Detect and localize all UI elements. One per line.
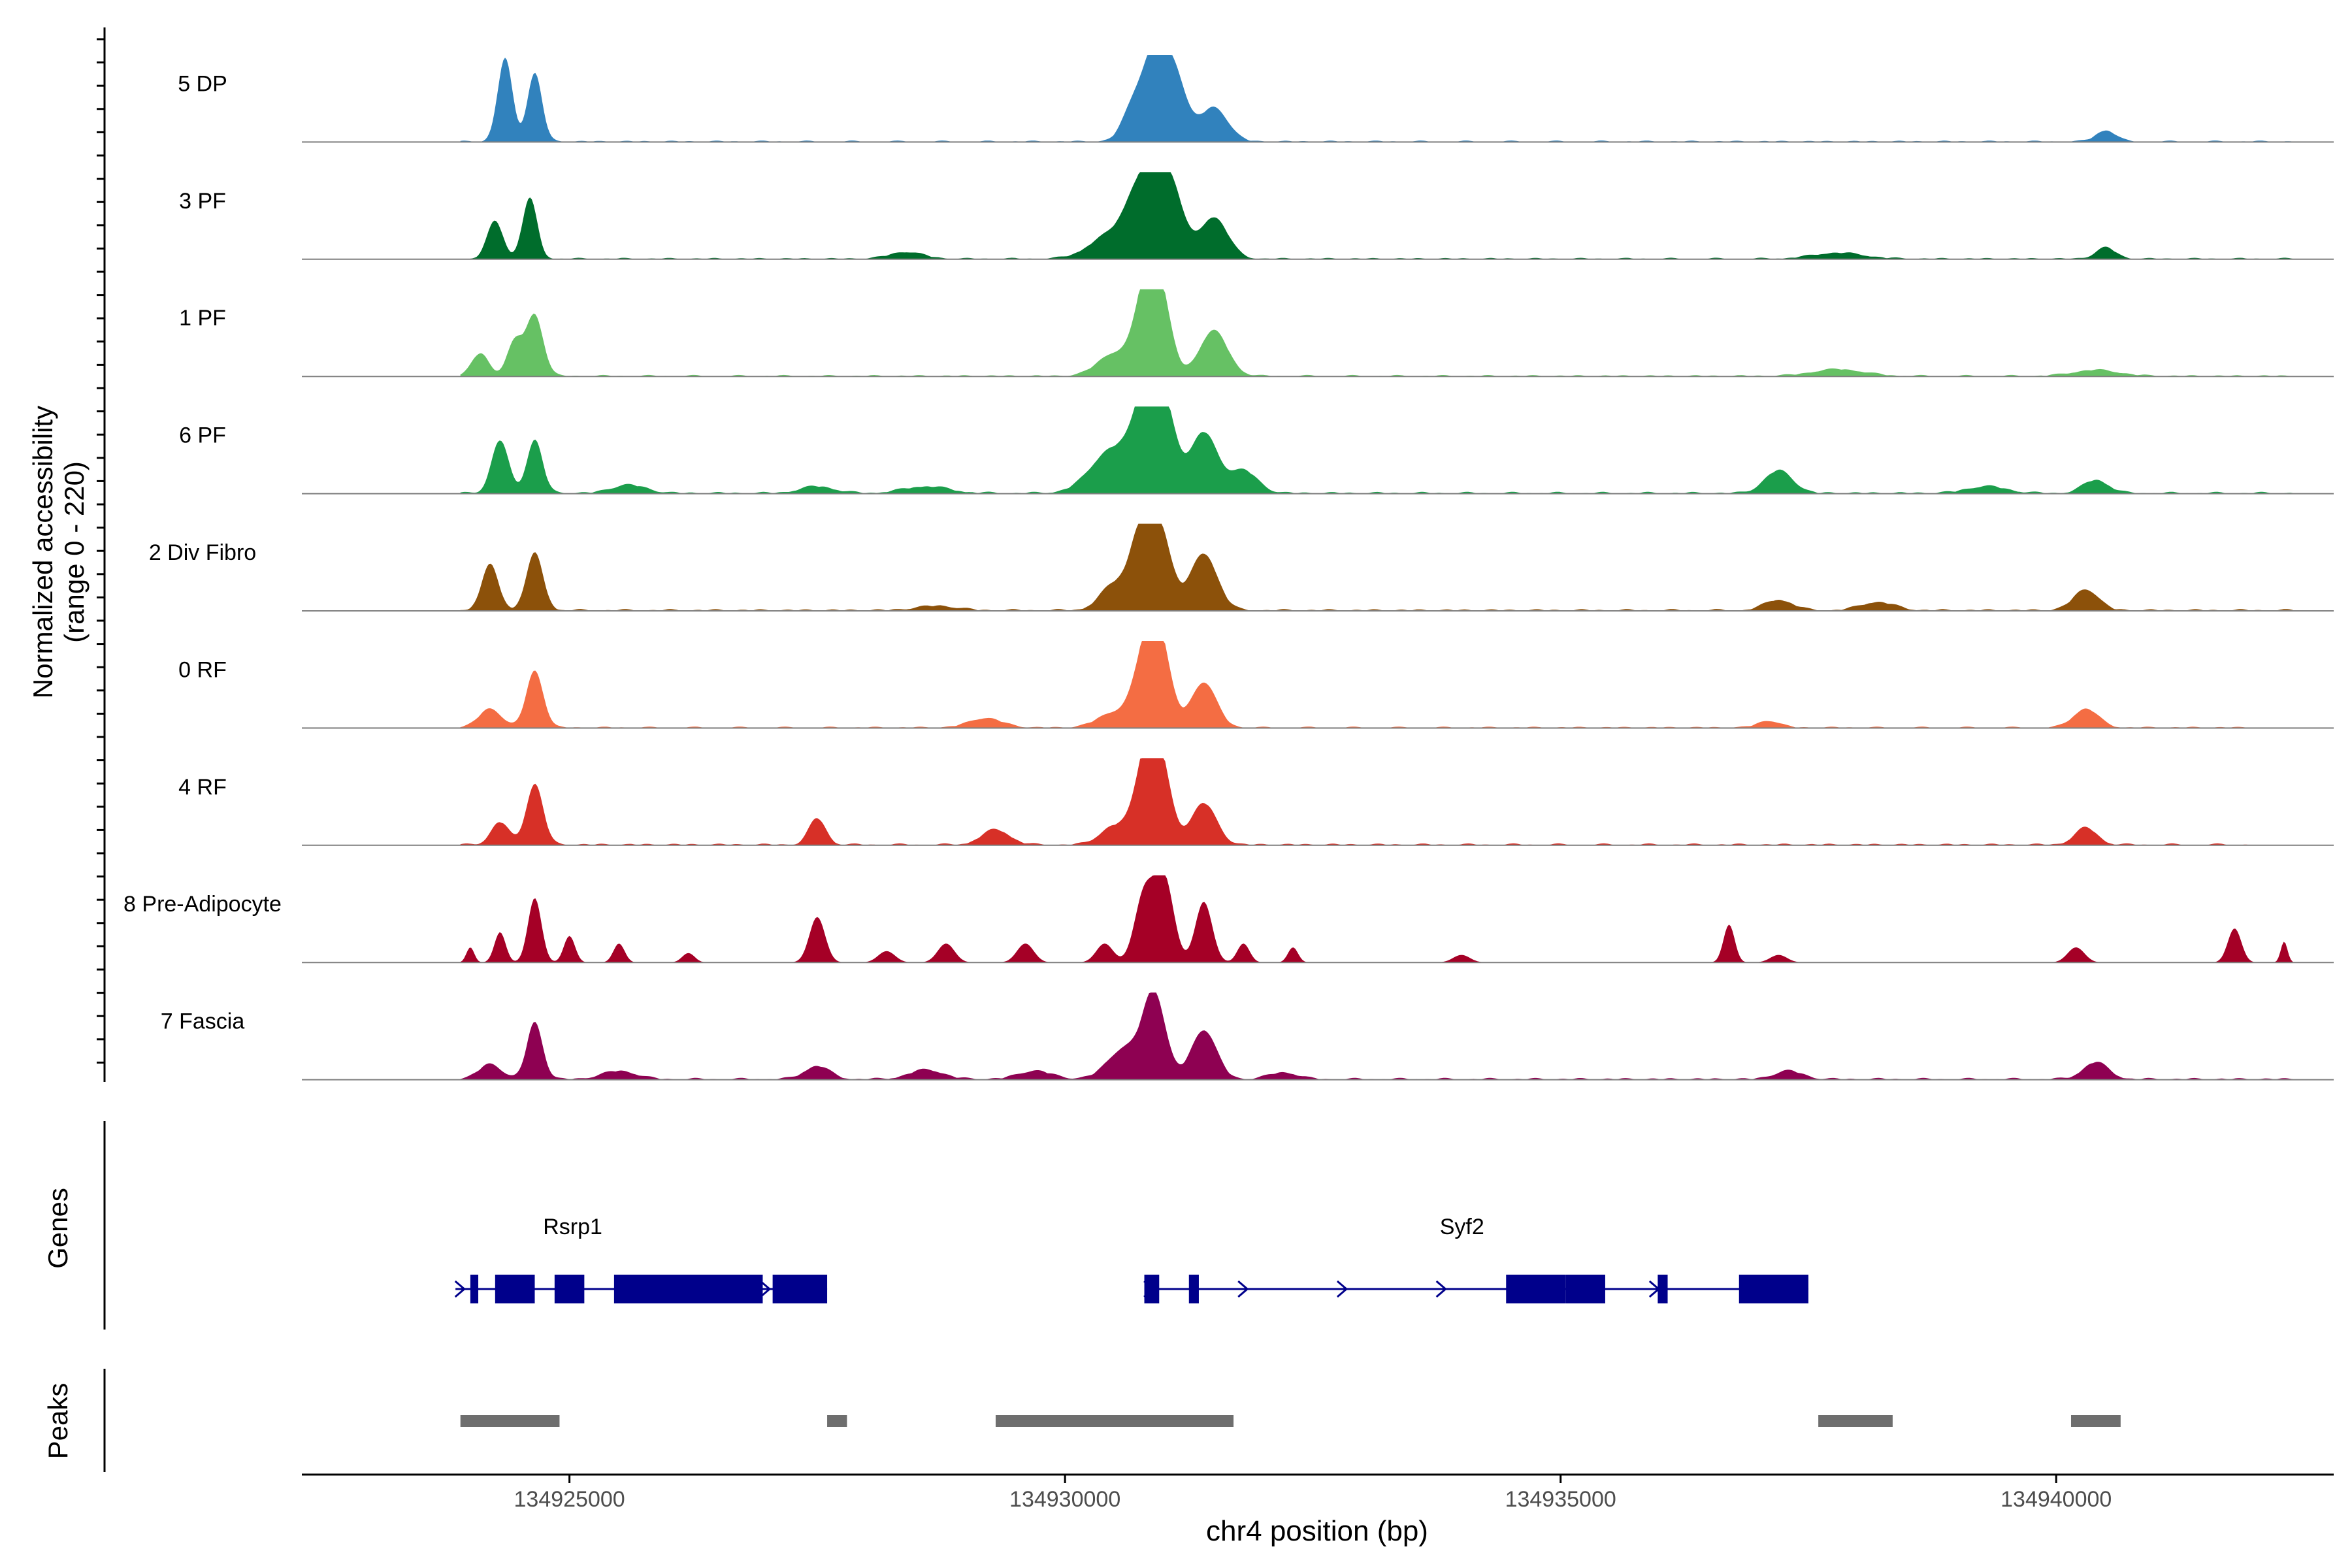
x-axis-title: chr4 position (bp) bbox=[1206, 1515, 1428, 1547]
gene-rsrp1: Rsrp1 bbox=[454, 1215, 828, 1303]
coverage-area bbox=[460, 523, 2295, 611]
track-label: 2 Div Fibro bbox=[149, 540, 256, 565]
coverage-area bbox=[460, 172, 2295, 259]
gene-label: Syf2 bbox=[1440, 1215, 1484, 1239]
coverage-area bbox=[460, 55, 2295, 142]
gene-syf2: Syf2 bbox=[1143, 1215, 1808, 1303]
x-axis-ticks: 134925000 134930000 134935000 134940000 bbox=[514, 1475, 2112, 1512]
track-label: 1 PF bbox=[179, 306, 226, 331]
track-8-pre-adipocyte: 8 Pre-Adipocyte bbox=[123, 875, 2334, 964]
gene-exon bbox=[1739, 1275, 1808, 1303]
strand-arrow bbox=[1336, 1280, 1348, 1298]
track-5-dp: 5 DP bbox=[178, 55, 2334, 143]
strand-arrow bbox=[760, 1280, 772, 1298]
peaks-panel-label: Peaks bbox=[42, 1383, 73, 1460]
coverage-area bbox=[460, 758, 2255, 845]
x-tick-label: 134925000 bbox=[514, 1487, 625, 1512]
coverage-area bbox=[460, 992, 2295, 1080]
x-tick-label: 134940000 bbox=[2001, 1487, 2112, 1512]
y-axis-title: Normalized accessibility bbox=[27, 406, 58, 698]
gene-exon bbox=[772, 1275, 828, 1303]
gene-exon bbox=[470, 1275, 479, 1303]
track-6-pf: 6 PF bbox=[179, 406, 2334, 495]
coverage-area bbox=[460, 875, 2295, 963]
gene-label: Rsrp1 bbox=[543, 1215, 602, 1239]
coverage-area bbox=[460, 289, 2295, 377]
y-axis-range: (range 0 - 220) bbox=[59, 461, 90, 643]
strand-arrow bbox=[1648, 1280, 1661, 1298]
track-2-div-fibro: 2 Div Fibro bbox=[149, 523, 2334, 612]
track-label: 6 PF bbox=[179, 423, 226, 448]
accessibility-y-axis bbox=[97, 27, 106, 1082]
track-label: 4 RF bbox=[178, 775, 227, 800]
gene-exon bbox=[495, 1275, 535, 1303]
track-4-rf: 4 RF bbox=[178, 758, 2334, 846]
peak-region bbox=[995, 1415, 1234, 1427]
gene-exon bbox=[1506, 1275, 1566, 1303]
track-3-pf: 3 PF bbox=[179, 172, 2334, 260]
gene-exon bbox=[613, 1275, 763, 1303]
track-label: 8 Pre-Adipocyte bbox=[123, 892, 282, 917]
strand-arrow bbox=[1143, 1280, 1155, 1298]
peak-region bbox=[460, 1415, 560, 1427]
coverage-area bbox=[460, 641, 2255, 728]
gene-exon bbox=[1658, 1275, 1668, 1303]
gene-exon bbox=[1188, 1275, 1199, 1303]
peak-region bbox=[827, 1415, 847, 1427]
track-label: 5 DP bbox=[178, 71, 227, 96]
track-0-rf: 0 RF bbox=[178, 641, 2334, 729]
peak-region bbox=[1818, 1415, 1893, 1427]
strand-arrow bbox=[454, 1280, 466, 1298]
strand-arrow bbox=[1435, 1280, 1447, 1298]
x-tick-label: 134930000 bbox=[1009, 1487, 1120, 1512]
peak-annotation-track bbox=[460, 1415, 2121, 1427]
peak-region bbox=[2070, 1415, 2121, 1427]
coverage-area bbox=[460, 406, 2295, 494]
strand-arrow bbox=[1237, 1280, 1249, 1298]
gene-annotation-track: Rsrp1 Syf2 bbox=[454, 1215, 1808, 1303]
track-1-pf: 1 PF bbox=[179, 289, 2334, 378]
coverage-tracks: 5 DP 3 PF 1 PF 6 PF 2 Div Fibro 0 RF 4 RF 8 Pre… bbox=[123, 55, 2334, 1081]
gene-exon bbox=[554, 1275, 585, 1303]
gene-exon bbox=[1565, 1275, 1605, 1303]
track-7-fascia: 7 Fascia bbox=[161, 992, 2334, 1081]
track-label: 0 RF bbox=[178, 657, 227, 682]
track-label: 3 PF bbox=[179, 189, 226, 214]
genes-panel-label: Genes bbox=[42, 1188, 73, 1269]
track-label: 7 Fascia bbox=[161, 1009, 245, 1034]
x-tick-label: 134935000 bbox=[1505, 1487, 1616, 1512]
